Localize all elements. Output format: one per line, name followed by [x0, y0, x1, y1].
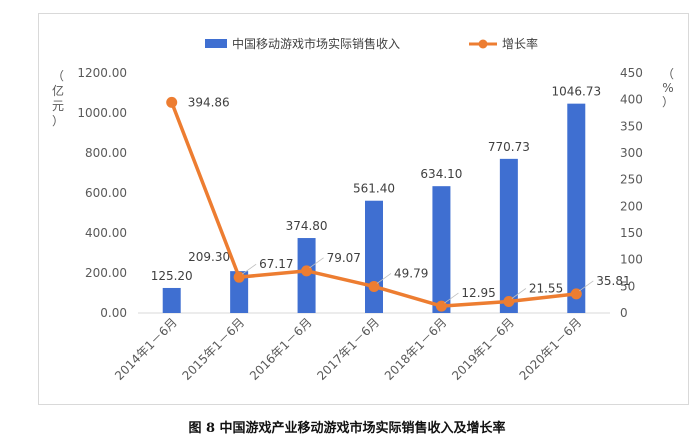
growth-value-label: 21.55	[529, 282, 563, 296]
bar-value-label: 209.30	[188, 250, 230, 264]
growth-marker	[503, 296, 515, 308]
y-right-tick-label: 250	[620, 173, 643, 187]
legend-line-label: 增长率	[502, 36, 538, 51]
y-left-unit-label: （	[52, 69, 64, 83]
y-left-unit-label: 亿	[52, 83, 64, 98]
x-tick-label: 2017年1－6月	[314, 315, 382, 383]
growth-label-leader	[444, 292, 459, 304]
y-right-tick-label: 0	[620, 306, 628, 320]
chart-frame	[38, 13, 689, 405]
y-right-tick-label: 350	[620, 119, 643, 133]
bar	[567, 103, 586, 314]
y-right-tick-label: 50	[620, 279, 635, 293]
growth-marker	[166, 96, 178, 108]
y-right-tick-label: 300	[620, 146, 643, 160]
bar-value-label: 125.20	[151, 269, 193, 283]
growth-value-label: 49.79	[394, 266, 428, 280]
y-left-unit-label: ）	[52, 114, 64, 128]
bar-value-label: 634.10	[420, 167, 462, 181]
bar-value-label: 374.80	[286, 219, 328, 233]
growth-value-label: 35.81	[596, 274, 630, 288]
y-left-tick-label: 1200.00	[77, 66, 127, 80]
growth-marker	[435, 300, 447, 312]
growth-label-leader	[241, 263, 257, 275]
x-tick-label: 2015年1－6月	[180, 315, 248, 383]
y-right-tick-label: 400	[620, 93, 643, 107]
y-left-tick-label: 800.00	[85, 146, 127, 160]
legend-bar-swatch	[205, 39, 227, 48]
growth-label-leader	[579, 280, 594, 292]
y-right-tick-label: 200	[620, 199, 643, 213]
growth-value-label: 67.17	[259, 257, 293, 271]
x-tick-label: 2014年1－6月	[112, 315, 180, 383]
y-left-tick-label: 600.00	[85, 186, 127, 200]
growth-label-leader	[376, 273, 392, 284]
growth-value-label: 12.95	[461, 286, 495, 300]
y-right-tick-label: 450	[620, 66, 643, 80]
growth-marker	[368, 280, 380, 292]
y-left-tick-label: 400.00	[85, 226, 127, 240]
bar	[432, 186, 451, 313]
growth-marker	[233, 271, 245, 283]
y-left-tick-label: 1000.00	[77, 106, 127, 120]
y-right-unit-label: （	[662, 67, 674, 81]
y-right-tick-label: 150	[620, 226, 643, 240]
y-right-unit-label: %	[662, 81, 673, 95]
y-left-tick-label: 0.00	[100, 306, 127, 320]
x-tick-label: 2016年1－6月	[247, 315, 315, 383]
growth-value-label: 394.86	[188, 95, 230, 109]
bar	[230, 271, 249, 313]
bar-value-label: 1046.73	[551, 85, 601, 99]
bar-value-label: 561.40	[353, 182, 395, 196]
y-left-tick-label: 200.00	[85, 266, 127, 280]
growth-value-label: 79.07	[327, 251, 361, 265]
y-left-unit-label: 元	[52, 99, 64, 113]
growth-label-leader	[511, 288, 527, 299]
growth-marker	[301, 265, 313, 277]
y-right-tick-label: 100	[620, 253, 643, 267]
growth-label-leader	[309, 257, 324, 269]
growth-marker	[570, 288, 582, 300]
legend-bar-label: 中国移动游戏市场实际销售收入	[232, 36, 400, 51]
legend-line-marker	[478, 39, 488, 49]
bar	[499, 158, 518, 313]
figure-caption: 图 8 中国游戏产业移动游戏市场实际销售收入及增长率	[188, 421, 506, 436]
bar	[365, 200, 383, 313]
x-tick-label: 2019年1－6月	[449, 315, 517, 383]
bar-value-label: 770.73	[488, 140, 530, 154]
x-tick-label: 2020年1－6月	[517, 315, 585, 383]
y-right-unit-label: ）	[662, 95, 674, 109]
bar	[162, 287, 181, 313]
x-tick-label: 2018年1－6月	[382, 315, 450, 383]
